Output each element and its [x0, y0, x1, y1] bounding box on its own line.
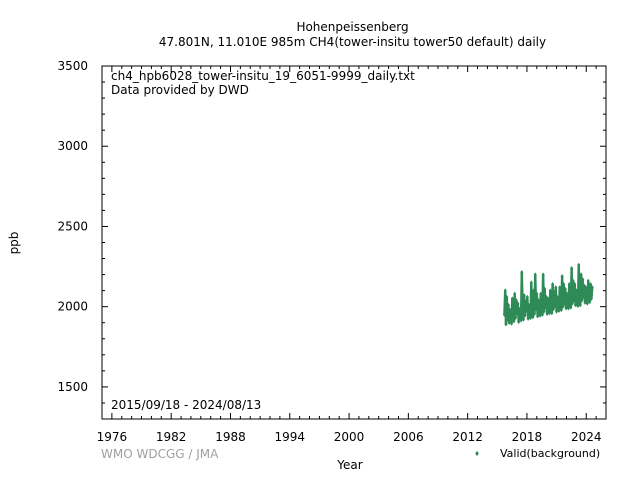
x-tick-label: 2018 [512, 430, 543, 444]
x-tick-label: 2012 [452, 430, 483, 444]
x-tick-label: 1988 [215, 430, 246, 444]
y-tick-label: 1500 [57, 380, 88, 394]
chart-subtitle: 47.801N, 11.010E 985m CH4(tower-insitu t… [158, 35, 547, 49]
x-tick-label: 1976 [97, 430, 128, 444]
chart-title: Hohenpeissenberg [296, 20, 409, 34]
data-point-link [530, 282, 534, 309]
y-tick-label: 3500 [57, 59, 88, 73]
legend-marker-group [475, 450, 479, 457]
data-point-link [590, 287, 594, 299]
legend-series-label: Valid(background) [500, 447, 601, 460]
data-point-link [577, 264, 581, 298]
data-period-note: 2015/09/18 - 2024/08/13 [111, 398, 262, 412]
credit-note: WMO WDCGG / JMA [101, 447, 219, 461]
x-tick-label: 1994 [274, 430, 305, 444]
y-tick-label: 2500 [57, 219, 88, 233]
plot-frame [101, 65, 607, 420]
axis-ticks: 1500 2000 2500 3000 3500 1976 1982 1988 1994 2000… [57, 59, 607, 444]
data-points [502, 262, 594, 327]
data-point-link [520, 272, 524, 307]
data-point-link [587, 280, 591, 296]
x-tick-label: 2024 [571, 430, 602, 444]
x-axis-label: Year [337, 458, 363, 472]
file-name-note: ch4_hpb6028_tower-insitu_19_6051-9999_da… [111, 69, 415, 83]
x-tick-label: 2006 [393, 430, 424, 444]
data-point-link [511, 298, 515, 309]
y-tick-label: 2000 [57, 300, 88, 314]
x-tick-label: 1982 [156, 430, 187, 444]
data-provider-note: Data provided by DWD [111, 83, 249, 97]
y-axis-label: ppb [7, 231, 21, 255]
y-tick-label: 3000 [57, 139, 88, 153]
x-tick-label: 2000 [334, 430, 365, 444]
data-point-link [549, 290, 553, 304]
legend-marker [475, 450, 479, 457]
